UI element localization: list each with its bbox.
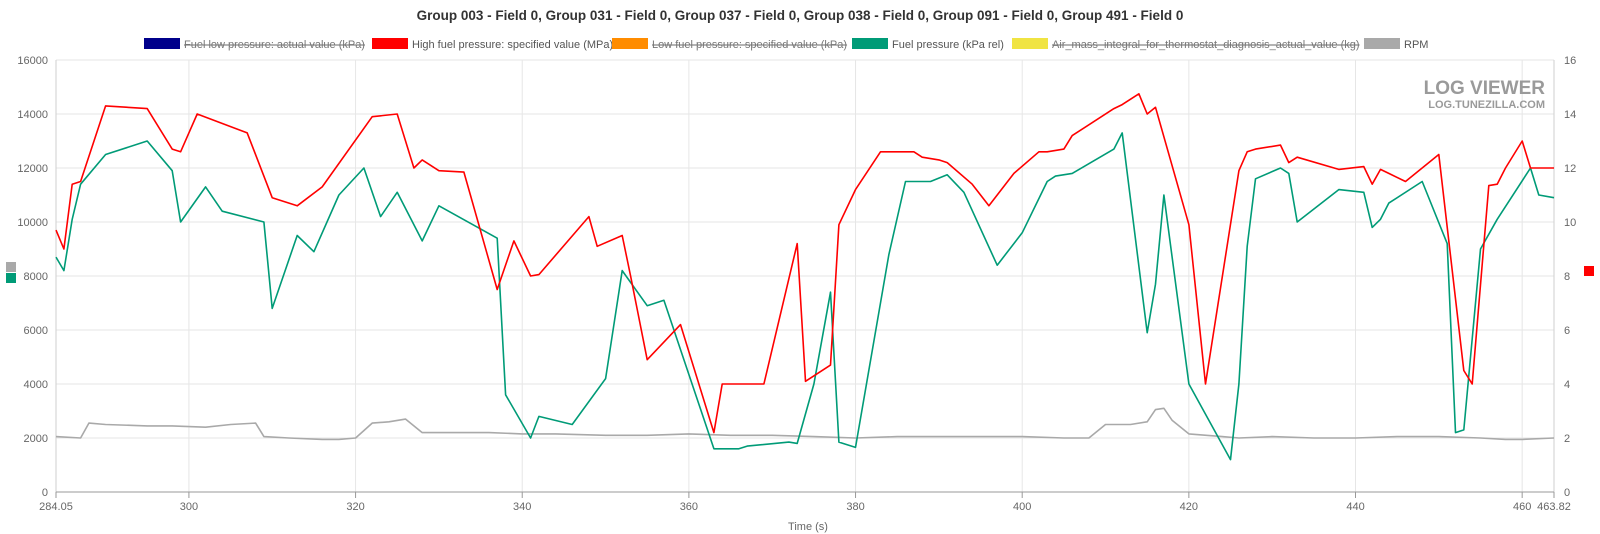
legend-item[interactable]: Fuel low pressure: actual value (kPa): [144, 38, 365, 51]
chart-title: Group 003 - Field 0, Group 031 - Field 0…: [417, 8, 1184, 23]
legend-item[interactable]: High fuel pressure: specified value (MPa…: [372, 38, 613, 51]
y-right-tick-label: 12: [1564, 163, 1576, 175]
legend-item[interactable]: Low fuel pressure: specified value (kPa): [612, 38, 847, 51]
y-right-tick-label: 16: [1564, 55, 1576, 67]
series-line: [55, 132, 1555, 461]
x-tick-label: 400: [1013, 501, 1031, 513]
legend-label: Fuel low pressure: actual value (kPa): [184, 39, 365, 51]
legend-swatch: [144, 38, 180, 49]
y-right-tick-label: 10: [1564, 217, 1576, 229]
series-layer: [55, 93, 1555, 461]
y-right-tick-label: 0: [1564, 487, 1570, 499]
y-left-tick-label: 2000: [24, 433, 48, 445]
series-line: [55, 93, 1554, 434]
x-tick-label: 463.82: [1537, 501, 1571, 513]
series-line: [55, 407, 1555, 441]
legend-item[interactable]: Fuel pressure (kPa rel): [852, 38, 1004, 51]
axis-markers: [6, 262, 1594, 283]
y-right-tick-label: 8: [1564, 271, 1570, 283]
legend-label: Air_mass_integral_for_thermostat_diagnos…: [1052, 39, 1360, 51]
x-tick-label: 460: [1513, 501, 1531, 513]
legend-swatch: [1012, 38, 1048, 49]
rpm-axis-marker: [6, 262, 16, 272]
x-tick-label: 420: [1180, 501, 1198, 513]
y-right-tick-label: 4: [1564, 379, 1570, 391]
y-left-tick-label: 12000: [17, 163, 48, 175]
y-left-tick-label: 10000: [17, 217, 48, 229]
legend-label: Fuel pressure (kPa rel): [892, 39, 1004, 51]
legend: Fuel low pressure: actual value (kPa) Hig…: [144, 38, 1428, 51]
x-axis: 284.05 300 320 340 360 380 400 420 440 460 463.82: [39, 491, 1571, 513]
y-right-tick-label: 2: [1564, 433, 1570, 445]
y-right-tick-label: 14: [1564, 109, 1576, 121]
x-tick-label: 360: [680, 501, 698, 513]
x-tick-label: 440: [1346, 501, 1364, 513]
legend-swatch: [372, 38, 408, 49]
x-tick-label: 340: [513, 501, 531, 513]
y-axis-left: 0 2000 4000 6000 8000 10000 12000 14000 16000: [17, 55, 57, 499]
y-left-tick-label: 8000: [24, 271, 48, 283]
x-tick-label: 320: [346, 501, 364, 513]
y-left-tick-label: 4000: [24, 379, 48, 391]
legend-item[interactable]: Air_mass_integral_for_thermostat_diagnos…: [1012, 38, 1360, 51]
fuel-pressure-axis-marker: [6, 273, 16, 283]
grid: [56, 59, 1554, 493]
legend-label: Low fuel pressure: specified value (kPa): [652, 39, 847, 51]
x-tick-label: 284.05: [39, 501, 73, 513]
y-left-tick-label: 0: [42, 487, 48, 499]
y-right-tick-label: 6: [1564, 325, 1570, 337]
legend-swatch: [1364, 38, 1400, 49]
legend-swatch: [852, 38, 888, 49]
y-left-tick-label: 6000: [24, 325, 48, 337]
watermark-line-2: LOG.TUNEZILLA.COM: [1428, 99, 1545, 111]
legend-label: RPM: [1404, 39, 1428, 51]
legend-item[interactable]: RPM: [1364, 38, 1428, 51]
legend-swatch: [612, 38, 648, 49]
x-tick-label: 300: [180, 501, 198, 513]
legend-label: High fuel pressure: specified value (MPa…: [412, 39, 613, 51]
x-tick-label: 380: [846, 501, 864, 513]
y-left-tick-label: 16000: [17, 55, 48, 67]
x-axis-title: Time (s): [788, 521, 828, 533]
high-pressure-axis-marker: [1584, 266, 1594, 276]
watermark: LOG VIEWER LOG.TUNEZILLA.COM: [1424, 78, 1546, 111]
y-axis-right: 0 2 4 6 8 10 12 14 16: [1553, 55, 1576, 499]
watermark-line-1: LOG VIEWER: [1424, 78, 1546, 99]
y-left-tick-label: 14000: [17, 109, 48, 121]
